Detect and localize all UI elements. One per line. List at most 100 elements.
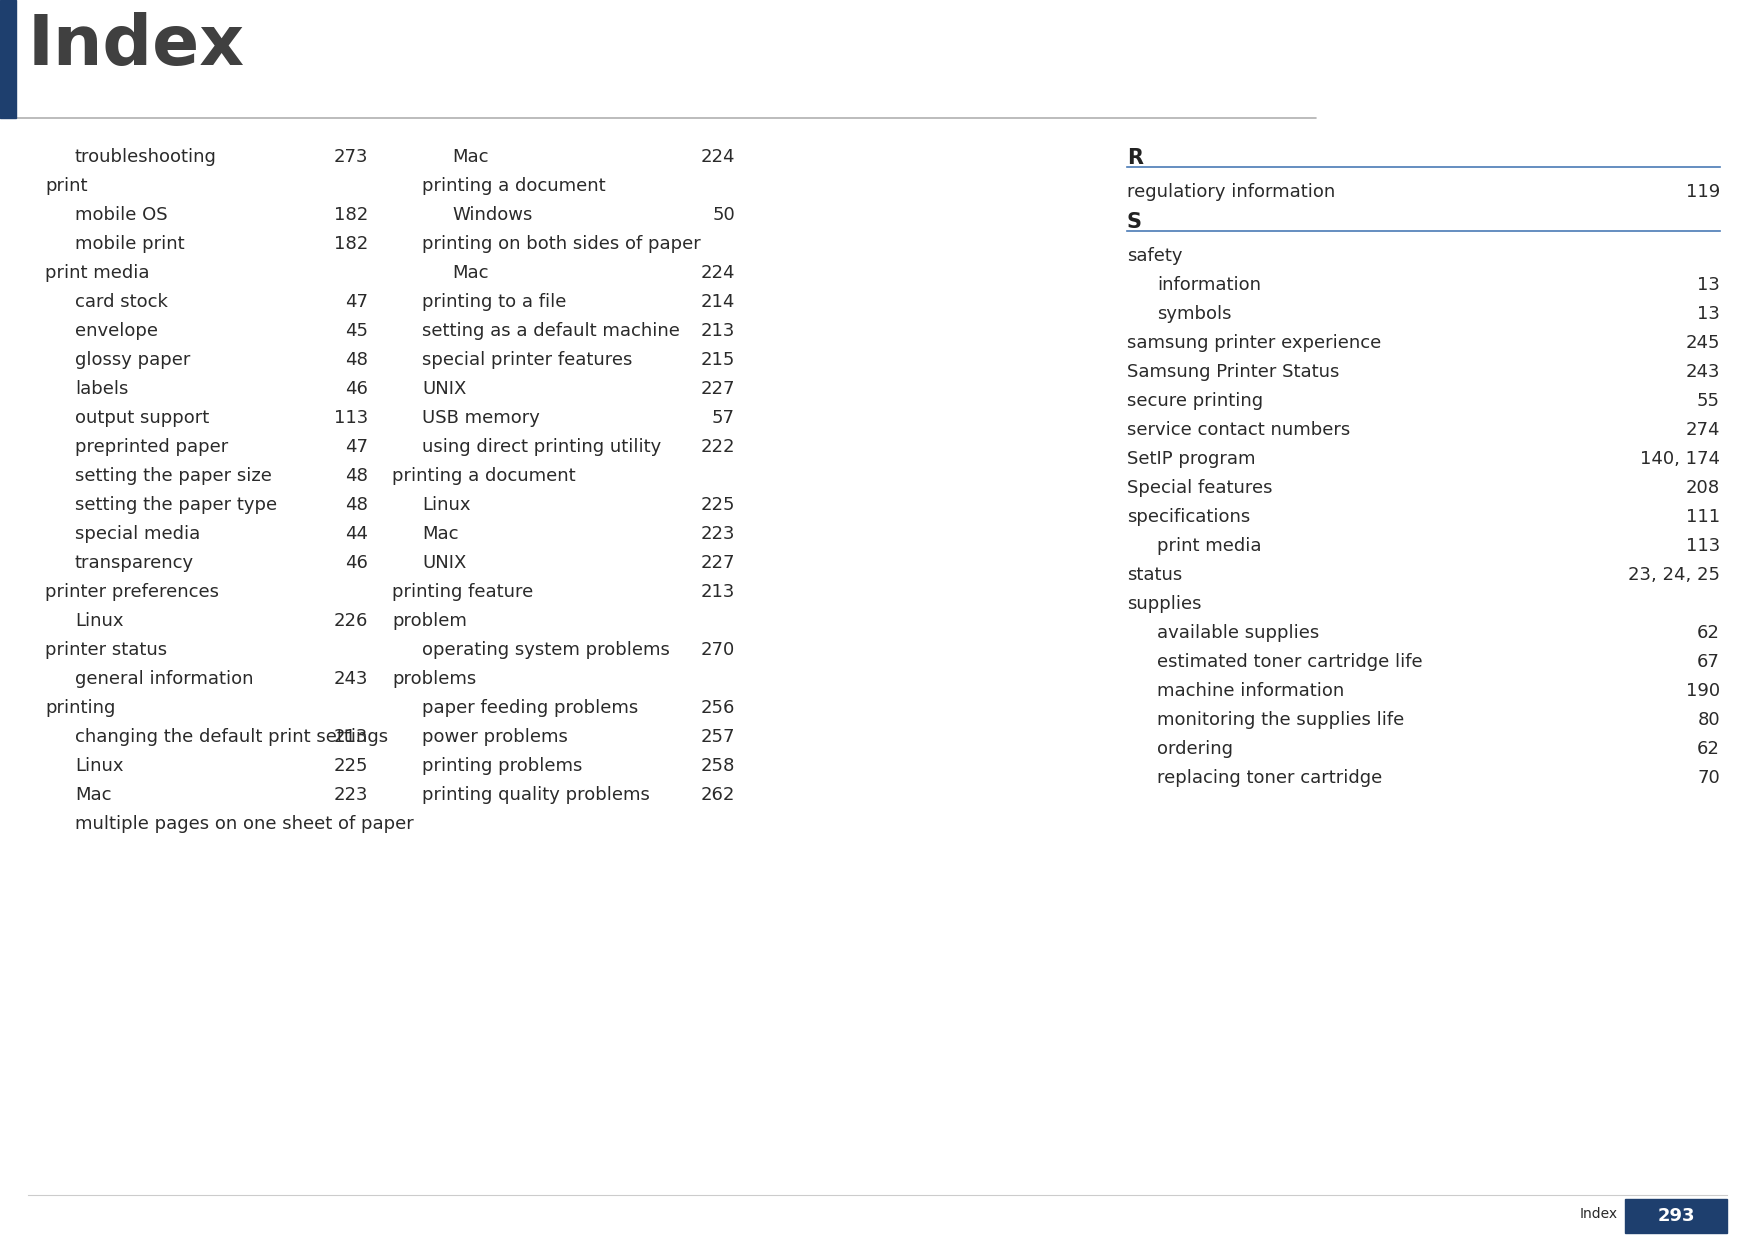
Text: setting the paper type: setting the paper type — [75, 496, 277, 515]
Text: samsung printer experience: samsung printer experience — [1127, 334, 1381, 352]
Text: troubleshooting: troubleshooting — [75, 148, 218, 166]
Text: operating system problems: operating system problems — [421, 641, 670, 658]
Text: printing quality problems: printing quality problems — [421, 786, 649, 804]
Text: Linux: Linux — [75, 756, 123, 775]
Text: Index: Index — [1580, 1207, 1618, 1221]
Text: 55: 55 — [1697, 392, 1720, 410]
Text: 48: 48 — [346, 496, 369, 515]
Text: printing on both sides of paper: printing on both sides of paper — [421, 236, 700, 253]
Text: Mac: Mac — [453, 264, 488, 281]
Text: 47: 47 — [346, 438, 369, 456]
Text: 113: 113 — [1687, 537, 1720, 556]
Text: 80: 80 — [1697, 711, 1720, 729]
Text: SetIP program: SetIP program — [1127, 450, 1255, 467]
Text: 113: 113 — [333, 409, 369, 427]
Text: 208: 208 — [1687, 479, 1720, 497]
Text: 227: 227 — [700, 554, 735, 572]
Bar — [1625, 1199, 1727, 1233]
Text: 243: 243 — [333, 670, 369, 688]
Text: 190: 190 — [1687, 682, 1720, 701]
Text: printing feature: printing feature — [391, 583, 534, 601]
Text: 222: 222 — [700, 438, 735, 456]
Text: 223: 223 — [333, 786, 369, 804]
Text: Samsung Printer Status: Samsung Printer Status — [1127, 363, 1339, 381]
Text: envelope: envelope — [75, 322, 158, 340]
Text: printing problems: printing problems — [421, 756, 583, 775]
Text: print media: print media — [46, 264, 149, 281]
Text: problems: problems — [391, 670, 476, 688]
Text: R: R — [1127, 148, 1143, 167]
Text: card stock: card stock — [75, 293, 168, 311]
Text: printing: printing — [46, 699, 116, 717]
Text: 182: 182 — [333, 236, 369, 253]
Bar — [0, 0, 16, 118]
Text: power problems: power problems — [421, 728, 569, 746]
Text: safety: safety — [1127, 247, 1183, 265]
Text: 13: 13 — [1697, 277, 1720, 294]
Text: 274: 274 — [1685, 422, 1720, 439]
Text: replacing toner cartridge: replacing toner cartridge — [1157, 769, 1383, 787]
Text: Linux: Linux — [75, 613, 123, 630]
Text: preprinted paper: preprinted paper — [75, 438, 228, 456]
Text: 215: 215 — [700, 351, 735, 370]
Text: 111: 111 — [1687, 508, 1720, 526]
Text: Special features: Special features — [1127, 479, 1272, 497]
Text: 213: 213 — [333, 728, 369, 746]
Text: machine information: machine information — [1157, 682, 1344, 701]
Text: setting the paper size: setting the paper size — [75, 467, 272, 485]
Text: 46: 46 — [346, 379, 369, 398]
Text: general information: general information — [75, 670, 253, 688]
Text: printing a document: printing a document — [421, 177, 605, 195]
Text: ordering: ordering — [1157, 740, 1234, 758]
Text: printing a document: printing a document — [391, 467, 576, 485]
Text: Mac: Mac — [421, 525, 458, 543]
Text: special media: special media — [75, 525, 200, 543]
Text: 214: 214 — [700, 293, 735, 311]
Text: estimated toner cartridge life: estimated toner cartridge life — [1157, 653, 1423, 671]
Text: labels: labels — [75, 379, 128, 398]
Text: 225: 225 — [700, 496, 735, 515]
Text: 62: 62 — [1697, 624, 1720, 642]
Text: 224: 224 — [700, 264, 735, 281]
Text: 243: 243 — [1685, 363, 1720, 381]
Text: transparency: transparency — [75, 554, 195, 572]
Text: special printer features: special printer features — [421, 351, 632, 370]
Text: UNIX: UNIX — [421, 554, 467, 572]
Text: 45: 45 — [346, 322, 369, 340]
Text: symbols: symbols — [1157, 305, 1232, 322]
Text: information: information — [1157, 277, 1262, 294]
Text: changing the default print settings: changing the default print settings — [75, 728, 388, 746]
Text: regulatiory information: regulatiory information — [1127, 184, 1336, 201]
Text: 119: 119 — [1687, 184, 1720, 201]
Text: 46: 46 — [346, 554, 369, 572]
Text: 258: 258 — [700, 756, 735, 775]
Text: Windows: Windows — [453, 206, 532, 224]
Text: 67: 67 — [1697, 653, 1720, 671]
Text: mobile OS: mobile OS — [75, 206, 168, 224]
Text: supplies: supplies — [1127, 595, 1202, 613]
Text: print: print — [46, 177, 88, 195]
Text: 245: 245 — [1685, 334, 1720, 352]
Text: 223: 223 — [700, 525, 735, 543]
Text: 13: 13 — [1697, 305, 1720, 322]
Text: printer preferences: printer preferences — [46, 583, 219, 601]
Text: 50: 50 — [713, 206, 735, 224]
Text: printer status: printer status — [46, 641, 167, 658]
Text: 213: 213 — [700, 322, 735, 340]
Text: 48: 48 — [346, 467, 369, 485]
Text: paper feeding problems: paper feeding problems — [421, 699, 639, 717]
Text: 270: 270 — [700, 641, 735, 658]
Text: print media: print media — [1157, 537, 1262, 556]
Text: 262: 262 — [700, 786, 735, 804]
Text: 44: 44 — [346, 525, 369, 543]
Text: glossy paper: glossy paper — [75, 351, 190, 370]
Text: 140, 174: 140, 174 — [1639, 450, 1720, 467]
Text: mobile print: mobile print — [75, 236, 184, 253]
Text: specifications: specifications — [1127, 508, 1250, 526]
Text: available supplies: available supplies — [1157, 624, 1320, 642]
Text: service contact numbers: service contact numbers — [1127, 422, 1350, 439]
Text: using direct printing utility: using direct printing utility — [421, 438, 662, 456]
Text: output support: output support — [75, 409, 209, 427]
Text: 182: 182 — [333, 206, 369, 224]
Text: USB memory: USB memory — [421, 409, 541, 427]
